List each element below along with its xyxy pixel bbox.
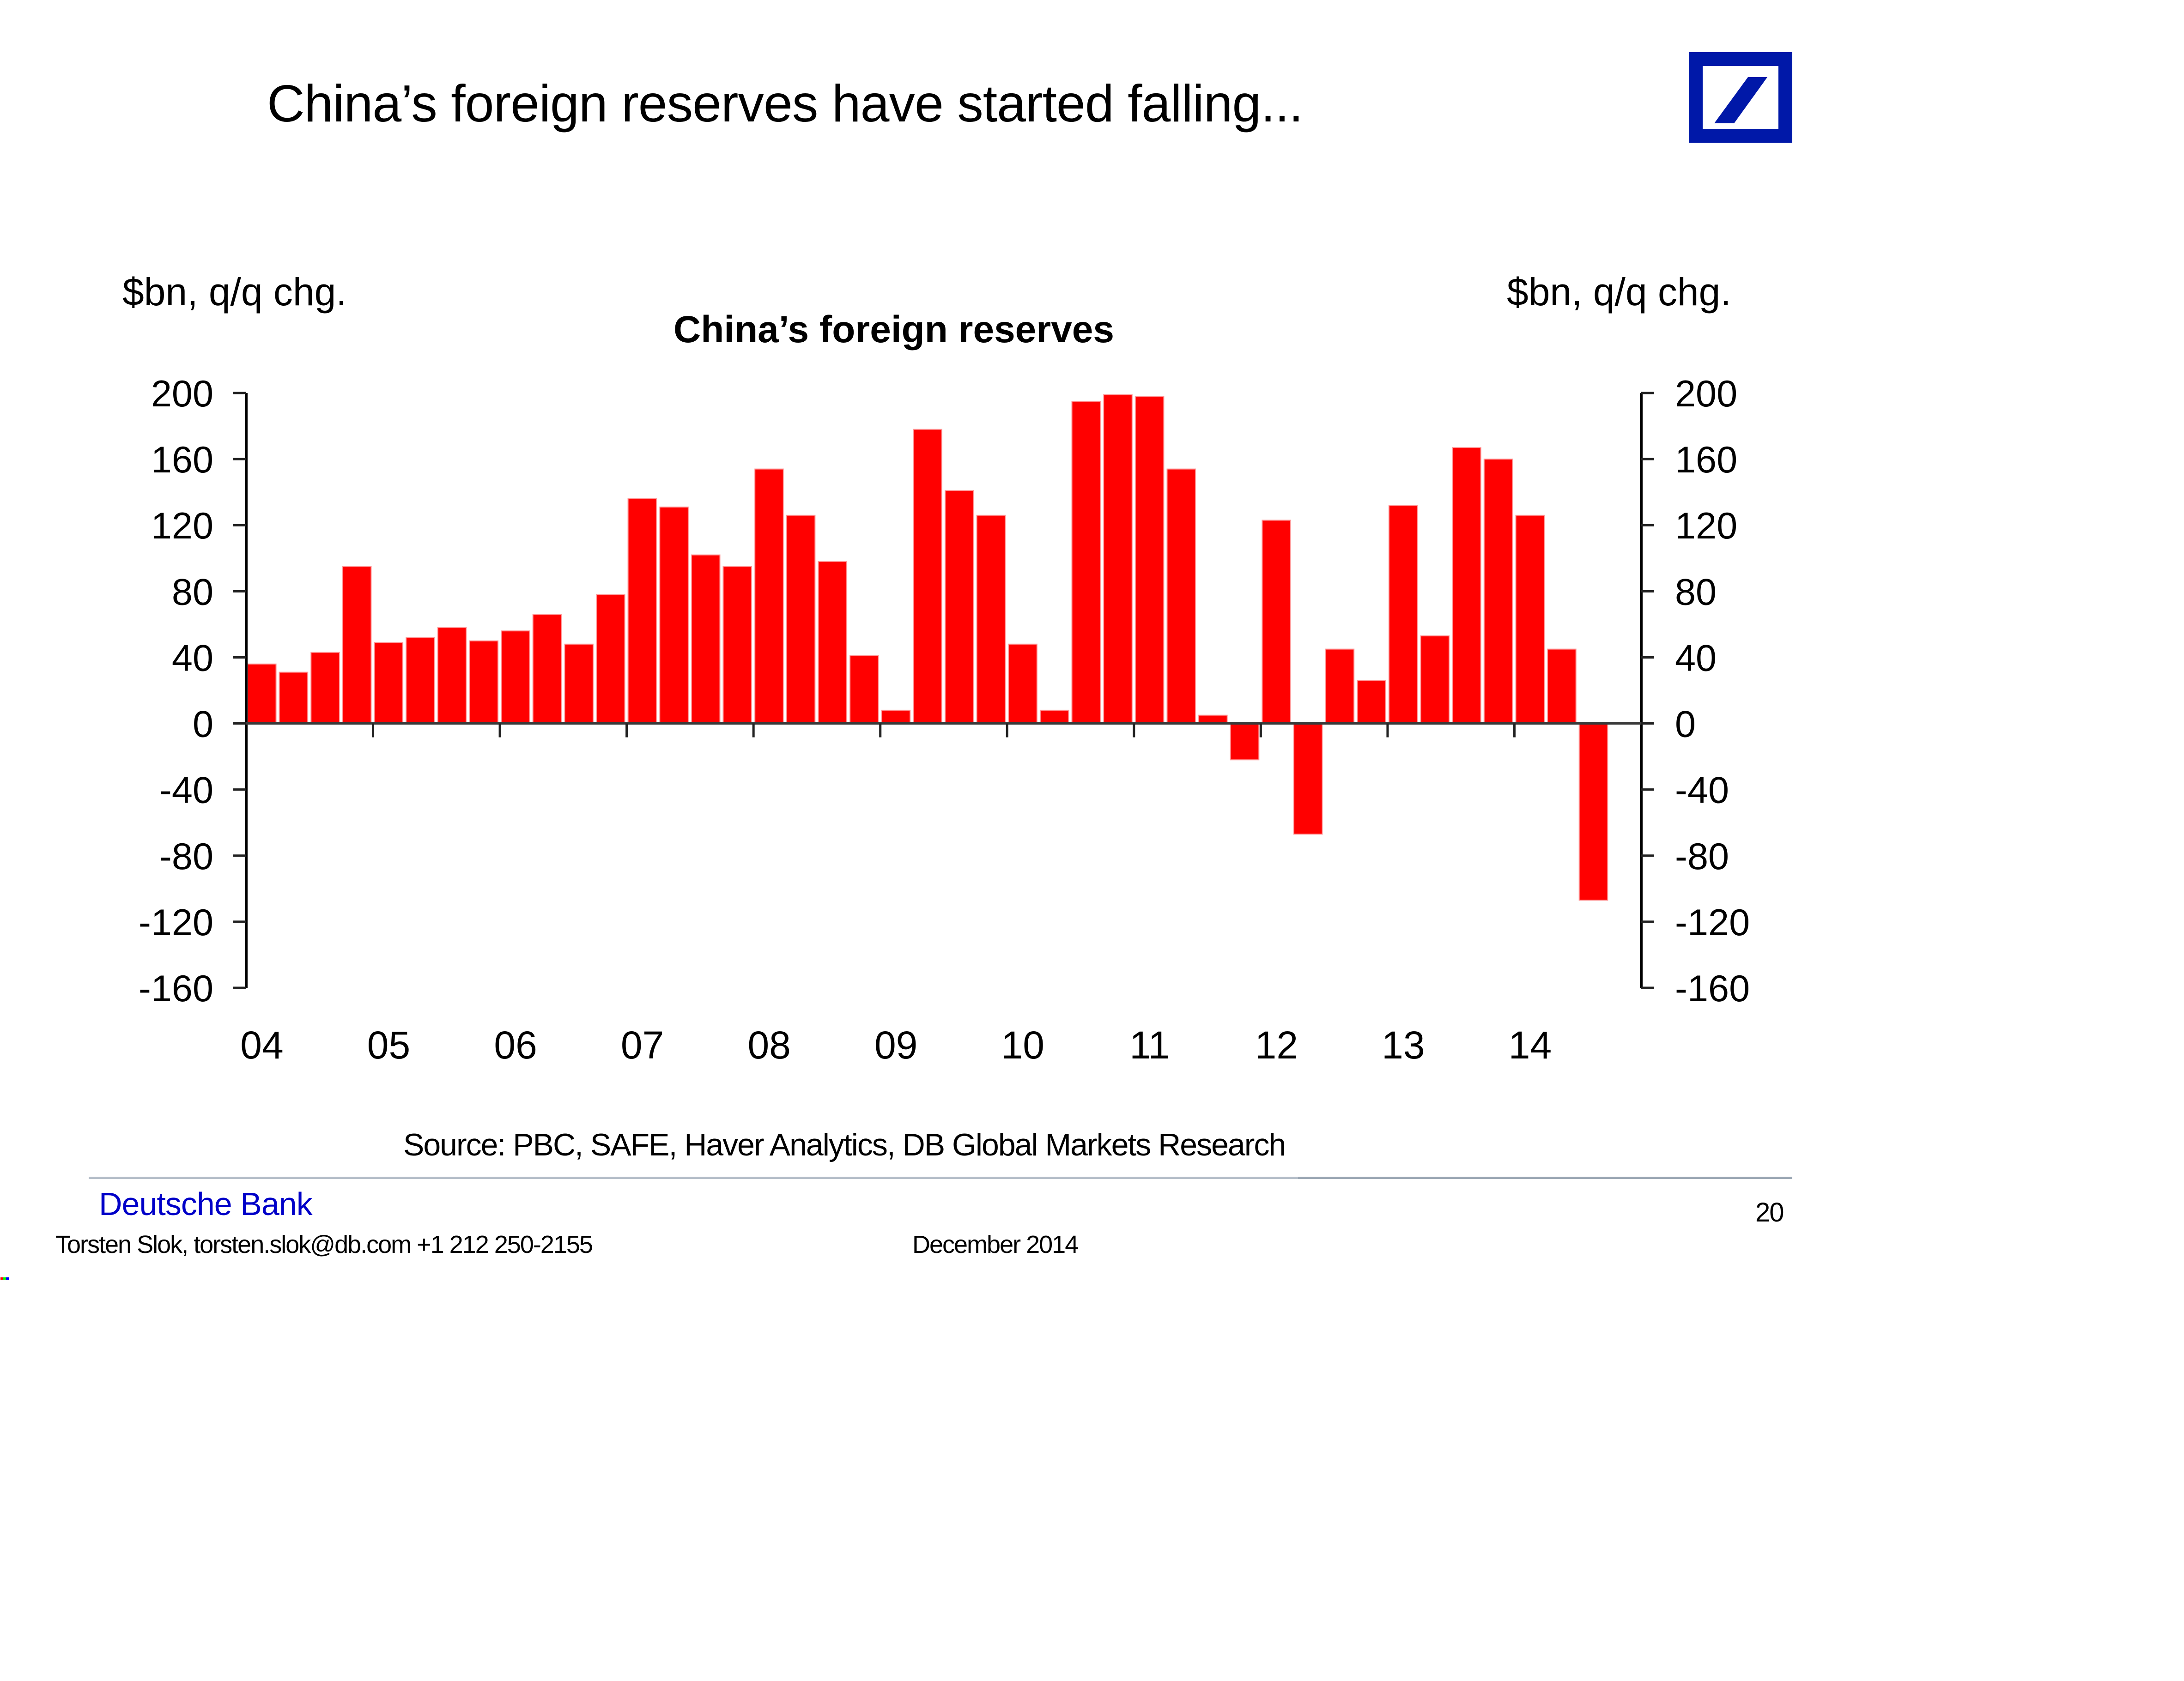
bar [1103,394,1133,724]
x-tick-label: 11 [1129,1023,1170,1067]
x-tick-label: 04 [240,1023,283,1067]
x-tick-labels: 04 05 06 07 08 09 10 11 12 13 14 [240,1023,1552,1067]
bar [279,671,309,724]
bar [1071,400,1101,724]
bar [406,637,435,724]
x-tick-label: 06 [494,1023,537,1067]
bar [754,468,784,724]
footer-bank-name: Deutsche Bank [99,1186,313,1222]
bar [247,663,277,724]
bar [659,506,689,724]
bar [1134,396,1165,724]
right-y-tick-label: 200 [1675,373,1737,415]
x-tick-label: 10 [1001,1023,1044,1067]
bar [627,498,657,724]
left-y-tick-label: -40 [159,770,213,811]
right-y-tick-label: -160 [1675,968,1750,1010]
bar [501,630,530,724]
chart-title: China’s foreign reserves [673,308,1115,351]
page-number: 20 [1755,1197,1784,1227]
right-y-tick-label: 40 [1675,637,1717,679]
right-y-tick-label: -40 [1675,770,1729,811]
logo-slash-icon [1714,77,1767,123]
x-tick-label: 08 [747,1023,790,1067]
right-y-tick-label: 120 [1675,505,1737,547]
stray-mark [0,1277,9,1280]
bar [1198,714,1228,724]
bar [1262,520,1291,724]
left-y-tick-label: -160 [139,968,213,1010]
x-tick-label: 05 [367,1023,410,1067]
x-tick-label: 07 [621,1023,664,1067]
bar [691,554,721,724]
deutsche-bank-logo-icon [1689,52,1792,143]
source-note: Source: PBC, SAFE, Haver Analytics, DB G… [403,1127,1286,1162]
footer-contact: Torsten Slok, torsten.slok@db.com +1 212… [55,1231,593,1258]
bar [310,652,340,724]
bar [1166,468,1196,724]
bar [722,566,752,724]
bar [1357,680,1386,724]
left-y-tick-label: 120 [151,505,213,547]
bar [374,642,404,724]
bar [913,429,943,724]
x-tick-label: 12 [1255,1023,1298,1067]
bar [945,490,974,724]
bar [1230,723,1260,761]
bar [469,640,499,724]
left-y-tick-label: -120 [139,902,213,943]
right-y-tick-label: -80 [1675,836,1729,877]
bar [849,655,879,724]
left-y-tick-label: 160 [151,439,213,481]
bar [1388,505,1418,724]
left-y-tick-label: 200 [151,373,213,415]
x-tick-label: 09 [874,1023,917,1067]
bar [976,514,1006,724]
bar [1039,709,1069,724]
bar [1420,635,1450,724]
bar [532,614,562,724]
left-y-tick-label: 40 [172,637,213,679]
footer-date: December 2014 [912,1231,1079,1258]
right-y-tick-label: 160 [1675,439,1737,481]
x-tick-label: 14 [1509,1023,1552,1067]
footer-divider [89,1177,1792,1179]
left-axis-unit-label: $bn, q/q chg. [122,270,347,314]
right-axis-unit-label: $bn, q/q chg. [1507,270,1731,314]
bar [1483,459,1513,724]
right-y-tick-label: -120 [1675,902,1750,943]
bar [342,566,372,724]
bar [1293,723,1323,835]
slide-title: China’s foreign reserves have started fa… [267,74,1304,133]
axes-group [233,392,1654,989]
bar [1578,723,1608,901]
left-y-tick-label: 0 [193,704,213,745]
bar [1547,648,1577,724]
bar [786,514,816,724]
x-tick-label: 13 [1382,1023,1425,1067]
bar [1452,447,1481,724]
bar [1008,643,1037,724]
bar [818,561,848,724]
right-y-tick-label: 80 [1675,571,1717,613]
bar [1515,514,1545,724]
bars-group [247,394,1608,901]
bar [1325,648,1355,724]
right-y-tick-label: 0 [1675,704,1696,745]
bar [437,627,467,724]
left-y-tick-label: 80 [172,571,213,613]
right-y-tick-labels: 200 160 120 80 40 0 -40 -80 -120 -160 [1675,373,1750,1010]
bar [596,594,625,724]
bar [564,643,594,724]
left-y-tick-labels: 200 160 120 80 40 0 -40 -80 -120 -160 [139,373,213,1010]
left-y-tick-label: -80 [159,836,213,877]
bar [881,709,911,724]
